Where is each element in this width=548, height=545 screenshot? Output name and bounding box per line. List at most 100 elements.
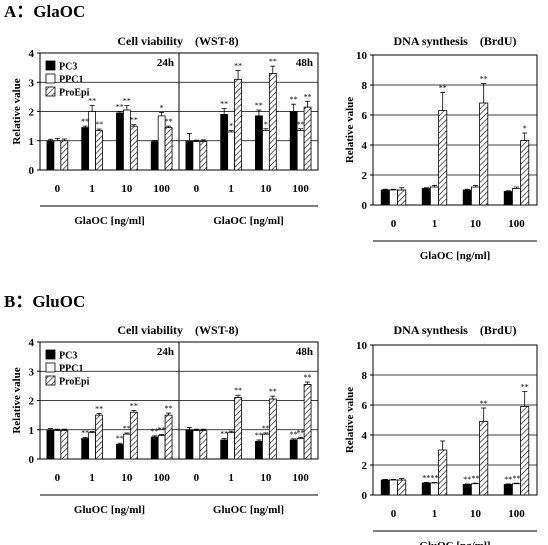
chart5-bar-pc3 <box>462 484 472 496</box>
chart3-bar-proepi <box>60 430 69 460</box>
chart0-significance-mark: ** <box>165 117 173 126</box>
chart1-bar-proepi <box>303 106 312 171</box>
chart5-ytick-label: 6 <box>362 400 368 412</box>
chart5-bar-ppc1 <box>429 482 439 496</box>
chart1-bar-proepi <box>268 73 277 171</box>
chart3-legend-swatch-pc3 <box>45 349 56 360</box>
chart2-ytick-label: 2 <box>362 170 368 182</box>
chart3-significance-mark: ** <box>158 425 166 434</box>
chart0-legend-label-pc3: PC3 <box>59 62 77 73</box>
chart0-ytick-label: 4 <box>29 48 35 60</box>
chart5-ytick-label: 10 <box>356 340 368 352</box>
chart0-xtick-label: 10 <box>121 183 133 195</box>
chart4-significance-mark: ** <box>220 430 228 439</box>
chart1-xlabel: GlaOC [ng/ml] <box>213 215 284 227</box>
chart5-bar-proepi <box>479 421 489 496</box>
chart5-xtick-label: 10 <box>470 508 482 520</box>
chart2-significance-mark: ** <box>480 75 488 84</box>
chart4-xlabel: GluOC [ng/ml] <box>213 504 284 516</box>
synthesis-title-a: DNA synthesis (BrdU) <box>393 34 516 48</box>
chart1-significance-mark: ** <box>304 92 312 101</box>
chart2-xtick-label: 0 <box>391 218 397 230</box>
chart2-ytick-label: 10 <box>356 50 368 62</box>
chart4-significance-mark: ** <box>304 373 312 382</box>
chart4-xtick-label: 10 <box>260 472 272 484</box>
chart1-significance-mark: ** <box>269 57 277 66</box>
chart5-bar-ppc1 <box>512 483 522 496</box>
chart2-bar-ppc1 <box>512 188 522 206</box>
chart3-legend-swatch-ppc1 <box>45 362 56 373</box>
chart4-significance-mark: ** <box>269 387 277 396</box>
chart4-significance-mark: ** <box>255 431 263 440</box>
chart3-bar-ppc1 <box>88 432 97 460</box>
chart0-bar-ppc1 <box>53 140 62 171</box>
chart3-legend-swatch-proepi <box>45 375 56 386</box>
chart1-xtick-label: 0 <box>194 183 200 195</box>
chart4-bar-proepi <box>234 397 242 460</box>
chart1-xtick-label: 100 <box>292 183 309 195</box>
chart3-xtick-label: 0 <box>55 472 61 484</box>
chart2-bar-proepi <box>438 110 448 206</box>
chart4-bar-ppc1 <box>296 438 305 460</box>
chart3-significance-mark: ** <box>151 427 159 436</box>
chart0-xlabel: GlaOC [ng/ml] <box>74 215 145 227</box>
chart2-significance-mark: * <box>523 124 527 133</box>
chart0-xtick-label: 100 <box>153 183 170 195</box>
chart4-significance-mark: ** <box>290 430 298 439</box>
chart5-bar-pc3 <box>380 479 390 496</box>
chart4-xtick-label: 100 <box>292 472 309 484</box>
chart4-bar-ppc1 <box>227 432 235 460</box>
chart3-ytick-label: 2 <box>29 396 35 408</box>
chart4-significance-mark: ** <box>262 424 270 433</box>
chart2-bar-proepi <box>520 140 530 206</box>
chart5-ytick-label: 0 <box>362 490 368 502</box>
chart5-bar-proepi <box>438 449 448 496</box>
chart2-ytick-label: 4 <box>362 140 368 152</box>
chart5-xlabel: GluOC [ng/ml] <box>419 540 490 545</box>
chart1-xtick-label: 10 <box>260 183 272 195</box>
chart3-bar-proepi <box>95 414 103 460</box>
chart5-significance-mark: ** <box>431 473 439 482</box>
chart2-bar-proepi <box>479 102 489 206</box>
chart3-significance-mark: ** <box>95 404 103 413</box>
chart0-ytick-label: 2 <box>29 107 35 119</box>
chart5-significance-mark: ** <box>480 399 488 408</box>
chart3-legend-label-proepi: ProEpi <box>59 377 90 388</box>
chart3-xtick-label: 100 <box>153 472 170 484</box>
chart1-bar-proepi <box>199 141 208 171</box>
chart4-bar-ppc1 <box>192 430 201 460</box>
chart0-significance-mark: ** <box>81 117 89 126</box>
chart4-xtick-label: 1 <box>228 472 234 484</box>
chart3-significance-mark: ** <box>123 424 131 433</box>
chart4-xtick-label: 0 <box>194 472 200 484</box>
chart1-bar-ppc1 <box>192 141 201 171</box>
chart2-xtick-label: 100 <box>508 218 525 230</box>
chart3-significance-mark: ** <box>116 434 124 443</box>
chart4-bar-pc3 <box>220 439 229 460</box>
chart5-ytick-label: 4 <box>362 430 368 442</box>
synthesis-title-b: DNA synthesis (BrdU) <box>393 323 516 337</box>
chart3-ytick-label: 3 <box>29 366 35 378</box>
chart0-bar-pc3 <box>150 141 159 171</box>
chart3-xlabel: GluOC [ng/ml] <box>74 504 145 516</box>
chart5-xtick-label: 1 <box>432 508 438 520</box>
chart4-bar-ppc1 <box>261 433 270 460</box>
chart5-significance-mark: ** <box>521 383 529 392</box>
chart1-bar-pc3 <box>185 140 194 171</box>
chart1-xtick-label: 1 <box>228 183 234 195</box>
chart0-significance-mark: ** <box>88 97 96 106</box>
chart0-significance-mark: ** <box>123 97 131 106</box>
chart2-xtick-label: 1 <box>432 218 438 230</box>
chart0-bar-pc3 <box>46 140 55 171</box>
chart0-legend-label-proepi: ProEpi <box>59 88 90 99</box>
chart0-ytick-label: 3 <box>29 77 35 89</box>
chart3-bar-proepi <box>164 414 173 460</box>
chart0-xtick-label: 1 <box>89 183 95 195</box>
chart3-xtick-label: 10 <box>121 472 133 484</box>
chart5-xtick-label: 0 <box>391 508 397 520</box>
chart5-significance-mark: ** <box>504 475 512 484</box>
chart4-bar-pc3 <box>185 429 194 460</box>
chart2-bar-ppc1 <box>470 186 480 206</box>
chart5-xtick-label: 100 <box>508 508 525 520</box>
